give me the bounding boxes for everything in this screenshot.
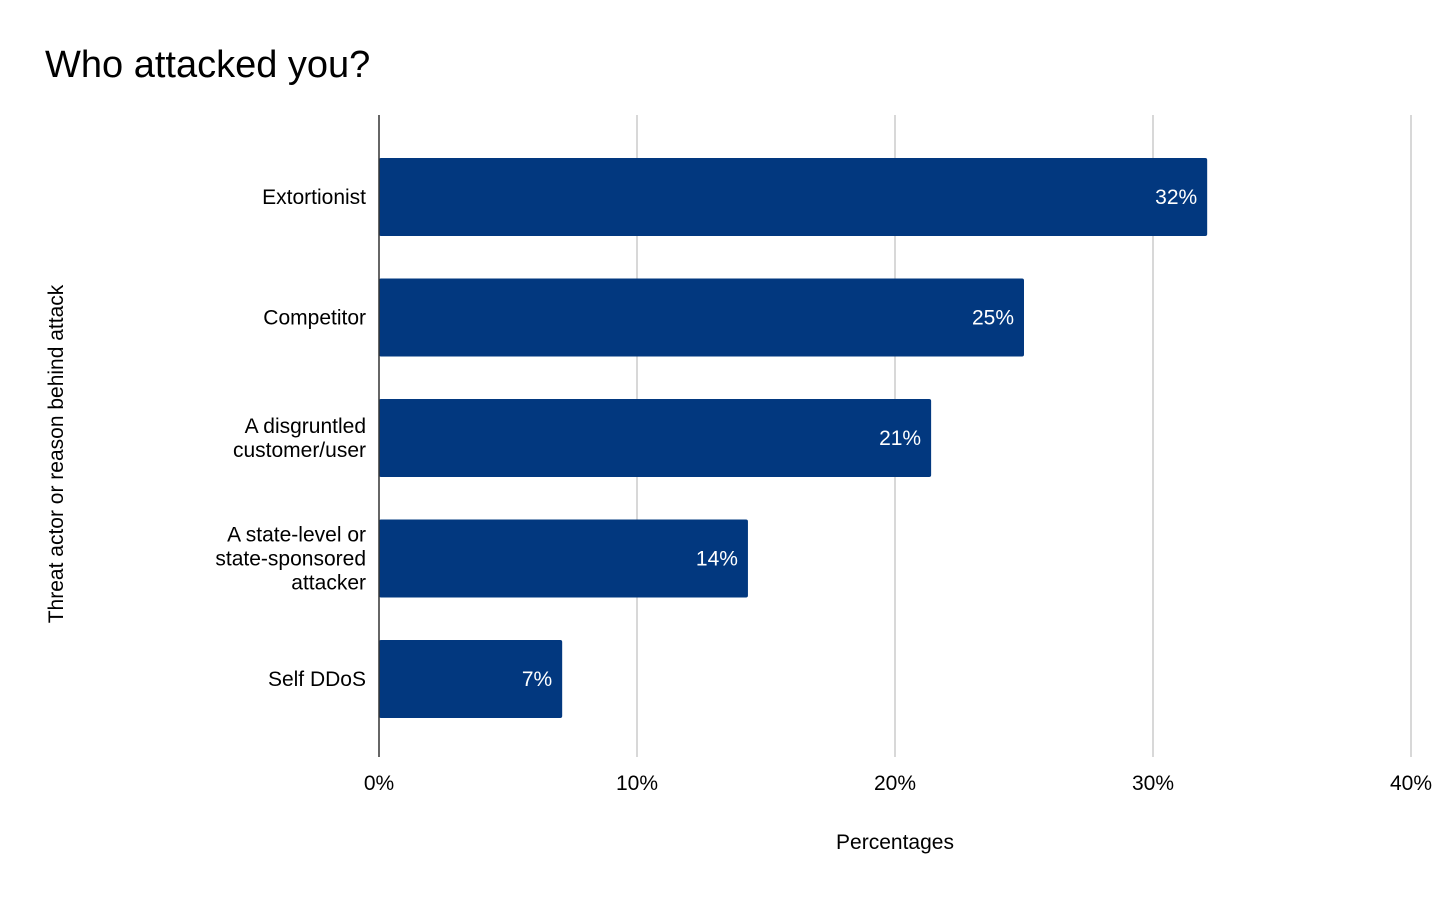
chart-title: Who attacked you? bbox=[45, 44, 370, 86]
x-axis-title: Percentages bbox=[836, 831, 954, 854]
y-axis-title: Threat actor or reason behind attack bbox=[45, 284, 68, 623]
x-tick-label: 0% bbox=[364, 772, 394, 795]
bar-data-label: 14% bbox=[696, 548, 738, 571]
bar bbox=[379, 519, 748, 598]
bar bbox=[379, 399, 932, 477]
category-labels: Extortionist Competitor A disgruntledcusto… bbox=[215, 186, 366, 691]
bar bbox=[379, 158, 1208, 236]
category-label: Self DDoS bbox=[268, 668, 366, 691]
bar-data-label: 21% bbox=[879, 427, 921, 450]
bar-data-label: 32% bbox=[1155, 186, 1197, 209]
bar bbox=[379, 278, 1024, 357]
category-label: attacker bbox=[291, 572, 366, 595]
x-tick-label: 40% bbox=[1390, 772, 1432, 795]
category-label: A state-level or bbox=[227, 524, 366, 547]
x-tick-label: 20% bbox=[874, 772, 916, 795]
category-label: Competitor bbox=[263, 307, 366, 330]
category-label: state-sponsored bbox=[215, 548, 366, 571]
x-tick-labels: 0% 10% 20% 30% 40% bbox=[364, 772, 1432, 795]
category-label: customer/user bbox=[233, 439, 366, 462]
bars: 32% 25% 21% 14% 7% bbox=[379, 158, 1208, 718]
bar bbox=[379, 640, 563, 718]
category-label: Extortionist bbox=[262, 186, 366, 209]
x-tick-label: 10% bbox=[616, 772, 658, 795]
category-label: A disgruntled bbox=[245, 415, 366, 438]
x-tick-label: 30% bbox=[1132, 772, 1174, 795]
bar-data-label: 7% bbox=[522, 668, 552, 691]
bar-data-label: 25% bbox=[972, 307, 1014, 330]
